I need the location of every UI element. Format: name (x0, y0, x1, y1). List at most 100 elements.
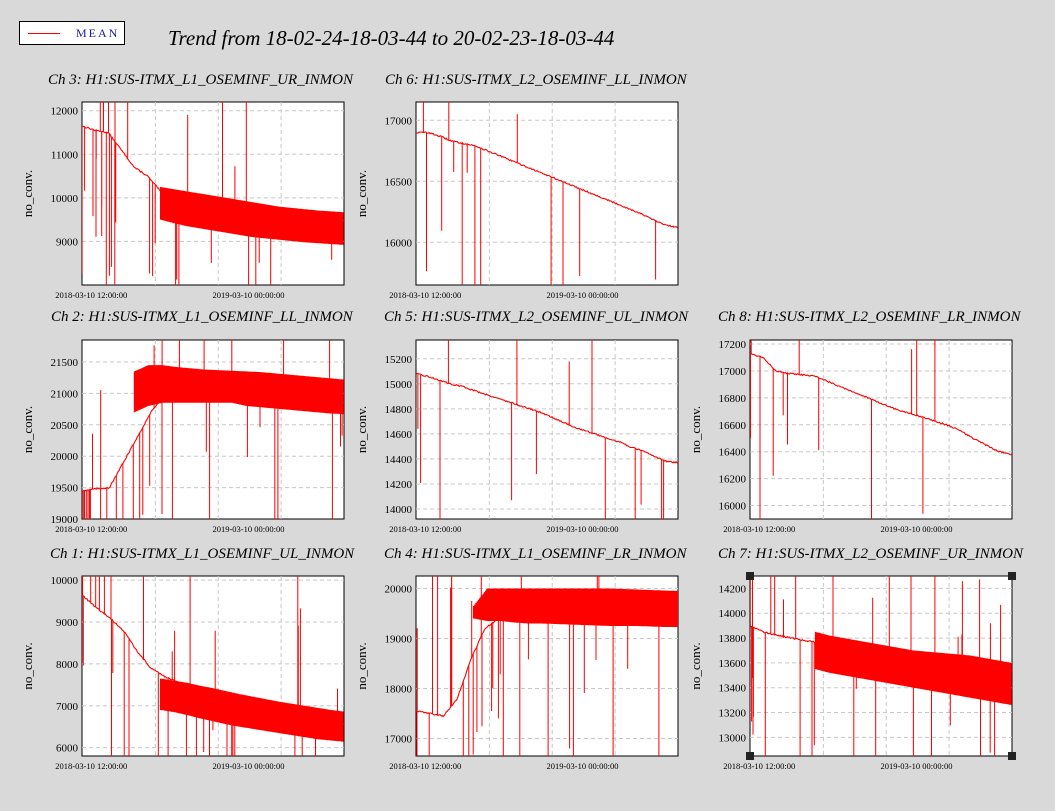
chart-panel: Ch 3: H1:SUS-ITMX_L1_OSEMINF_UR_INMON 900… (20, 72, 354, 300)
y-tick-label: 16600 (719, 420, 747, 432)
y-tick-label: 13800 (719, 633, 747, 645)
y-tick-label: 19000 (385, 634, 413, 646)
x-tick-label: 2019-03-10 00:00:00 (546, 290, 618, 300)
y-tick-label: 8000 (56, 659, 79, 671)
data-layer (416, 340, 678, 519)
y-tick-label: 16200 (719, 474, 747, 486)
y-tick-label: 14800 (385, 404, 413, 416)
y-tick-label: 12000 (51, 106, 79, 118)
data-layer (82, 340, 344, 519)
y-tick-label: 19500 (51, 483, 79, 495)
y-tick-label: 10000 (51, 193, 79, 205)
data-layer (750, 576, 1012, 756)
series-line (416, 372, 678, 464)
data-layer (416, 102, 678, 285)
y-tick-label: 9000 (56, 236, 79, 248)
page-title: Trend from 18-02-24-18-03-44 to 20-02-23… (168, 26, 615, 50)
chart-title: Ch 1: H1:SUS-ITMX_L1_OSEMINF_UL_INMON (50, 546, 355, 562)
chart-title: Ch 4: H1:SUS-ITMX_L1_OSEMINF_LR_INMON (384, 546, 687, 562)
series-line (416, 608, 678, 718)
x-tick-label: 2018-03-10 12:00:00 (55, 761, 127, 771)
data-layer (82, 576, 344, 756)
y-tick-label: 20000 (385, 584, 413, 596)
series-spikes (82, 340, 343, 519)
selection-handle (1008, 752, 1016, 760)
chart-panel: Ch 2: H1:SUS-ITMX_L1_OSEMINF_LL_INMON 190… (20, 309, 354, 534)
y-tick-label: 14200 (719, 583, 747, 595)
selection-handle (746, 752, 754, 760)
series-line (416, 131, 678, 229)
y-tick-label: 11000 (51, 149, 79, 161)
selection-handle (746, 572, 754, 580)
series-band (814, 631, 1012, 705)
chart-panel: Ch 7: H1:SUS-ITMX_L2_OSEMINF_UR_INMON 130… (688, 546, 1024, 771)
y-axis-label: no_conv. (20, 170, 35, 217)
y-axis-label: no_conv. (354, 406, 369, 453)
y-tick-label: 14400 (385, 454, 413, 466)
x-tick-label: 2018-03-10 12:00:00 (723, 761, 795, 771)
x-tick-label: 2018-03-10 12:00:00 (55, 524, 127, 534)
y-tick-label: 16000 (385, 237, 413, 249)
y-axis-label: no_conv. (354, 170, 369, 217)
y-tick-label: 17000 (385, 115, 413, 127)
series-band (473, 588, 678, 627)
chart-panel: Ch 6: H1:SUS-ITMX_L2_OSEMINF_LL_INMON 160… (354, 72, 688, 300)
y-axis-label: no_conv. (20, 642, 35, 689)
y-tick-label: 21000 (51, 388, 79, 400)
y-tick-label: 16000 (719, 501, 747, 513)
series-band (160, 678, 344, 742)
chart-panel: Ch 4: H1:SUS-ITMX_L1_OSEMINF_LR_INMON 170… (354, 546, 687, 771)
data-layer (416, 576, 678, 756)
selection-handle (1008, 572, 1016, 580)
chart-panel: Ch 5: H1:SUS-ITMX_L2_OSEMINF_UL_INMON 140… (354, 309, 689, 534)
plot-area (415, 339, 679, 520)
x-tick-label: 2019-03-10 00:00:00 (212, 761, 284, 771)
x-tick-label: 2019-03-10 00:00:00 (212, 524, 284, 534)
y-tick-label: 10000 (51, 575, 79, 587)
series-spikes (416, 576, 660, 756)
chart-title: Ch 5: H1:SUS-ITMX_L2_OSEMINF_UL_INMON (384, 309, 689, 325)
legend-line-swatch (28, 33, 60, 34)
x-tick-label: 2019-03-10 00:00:00 (212, 290, 284, 300)
plot-area (81, 101, 345, 286)
y-tick-label: 9000 (56, 617, 79, 629)
y-tick-label: 16500 (385, 176, 413, 188)
y-tick-label: 13000 (719, 732, 747, 744)
y-tick-label: 14000 (385, 504, 413, 516)
data-layer (750, 340, 1012, 519)
y-tick-label: 17200 (719, 339, 747, 351)
y-tick-label: 13400 (719, 683, 747, 695)
chart-title: Ch 2: H1:SUS-ITMX_L1_OSEMINF_LL_INMON (51, 309, 354, 325)
series-spikes (422, 102, 657, 285)
chart-panel: Ch 1: H1:SUS-ITMX_L1_OSEMINF_UL_INMON 600… (20, 546, 355, 771)
series-spikes (750, 340, 936, 519)
series-spikes (82, 102, 333, 285)
plot-area (81, 339, 345, 520)
y-axis-label: no_conv. (354, 642, 369, 689)
y-tick-label: 16800 (719, 393, 747, 405)
chart-title: Ch 8: H1:SUS-ITMX_L2_OSEMINF_LR_INMON (718, 309, 1021, 325)
x-tick-label: 2019-03-10 00:00:00 (880, 524, 952, 534)
chart-title: Ch 3: H1:SUS-ITMX_L1_OSEMINF_UR_INMON (48, 72, 354, 88)
chart-title: Ch 6: H1:SUS-ITMX_L2_OSEMINF_LL_INMON (385, 72, 688, 88)
data-layer (82, 102, 344, 285)
series-spikes (417, 340, 665, 519)
y-tick-label: 14600 (385, 429, 413, 441)
chart-panel: Ch 8: H1:SUS-ITMX_L2_OSEMINF_LR_INMON 160… (688, 309, 1021, 534)
y-tick-label: 16400 (719, 447, 747, 459)
y-tick-label: 6000 (56, 743, 79, 755)
chart-title: Ch 7: H1:SUS-ITMX_L2_OSEMINF_UR_INMON (718, 546, 1024, 562)
x-tick-label: 2019-03-10 00:00:00 (546, 761, 618, 771)
y-tick-label: 13600 (719, 658, 747, 670)
y-axis-label: no_conv. (20, 406, 35, 453)
y-tick-label: 15000 (385, 379, 413, 391)
x-tick-label: 2018-03-10 12:00:00 (389, 761, 461, 771)
y-tick-label: 21500 (51, 357, 79, 369)
y-tick-label: 20500 (51, 420, 79, 432)
legend-box: MEAN (19, 21, 125, 45)
y-tick-label: 18000 (385, 684, 413, 696)
series-spikes (750, 576, 1002, 756)
y-tick-label: 19000 (51, 514, 79, 526)
y-tick-label: 14200 (385, 479, 413, 491)
